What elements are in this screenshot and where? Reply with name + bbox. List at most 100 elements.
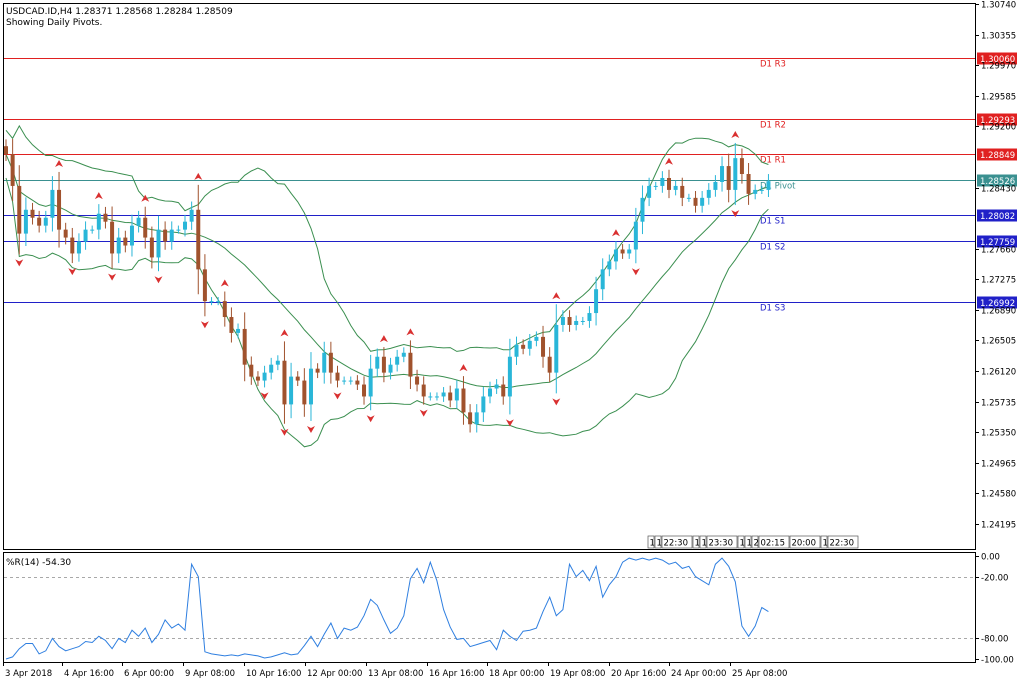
indicator-label: %R(14) -54.30 bbox=[6, 558, 71, 568]
pivot-price-tag-text: 1.27759 bbox=[980, 238, 1015, 248]
candle-body bbox=[620, 249, 625, 254]
candle bbox=[434, 392, 439, 401]
main-plot-frame bbox=[3, 3, 976, 550]
candle bbox=[408, 340, 413, 389]
pivot-name-label: D1 S1 bbox=[760, 217, 785, 227]
time-tick-label: 6 Apr 00:00 bbox=[124, 669, 174, 679]
session-marker-text: 22:30 bbox=[664, 539, 689, 549]
up-fractal-arrow bbox=[611, 229, 620, 237]
candle bbox=[686, 193, 691, 202]
candle-body bbox=[481, 396, 486, 413]
up-fractal-arrow bbox=[552, 292, 561, 300]
candle-body bbox=[547, 356, 552, 373]
fractal-arrows bbox=[15, 130, 740, 436]
candle-body bbox=[196, 209, 201, 270]
candle bbox=[388, 357, 393, 380]
pivot-name-label: D1 Pivot bbox=[760, 182, 796, 192]
up-fractal-arrow bbox=[55, 159, 64, 167]
candle bbox=[395, 349, 400, 372]
time-tick-label: 20 Apr 16:00 bbox=[611, 669, 666, 679]
candle bbox=[541, 325, 546, 368]
candle-body bbox=[534, 336, 539, 341]
candle-body bbox=[693, 197, 698, 206]
candle-body bbox=[640, 197, 645, 222]
candle bbox=[96, 204, 101, 240]
session-marker-text: 1 bbox=[740, 539, 745, 549]
candle bbox=[176, 225, 181, 234]
pivot-price-tag bbox=[977, 52, 1017, 65]
session-marker-text: 2 bbox=[754, 539, 759, 549]
pivot-price-tag-text: 1.28082 bbox=[980, 212, 1015, 222]
candle bbox=[76, 233, 81, 262]
candle-body bbox=[700, 197, 705, 206]
candle-body bbox=[600, 269, 605, 290]
candle-body bbox=[501, 384, 506, 397]
candle-body bbox=[96, 213, 101, 230]
candle bbox=[560, 310, 565, 332]
price-tick-label: 1.30355 bbox=[981, 32, 1016, 42]
session-marker-text: 1 bbox=[650, 539, 655, 549]
candle-body bbox=[580, 320, 585, 322]
candle bbox=[269, 357, 274, 380]
candle-body bbox=[401, 352, 406, 357]
candle bbox=[640, 185, 645, 235]
candle-body bbox=[129, 225, 134, 246]
candle-body bbox=[487, 388, 492, 397]
session-marker-box bbox=[692, 535, 700, 549]
time-tick-label: 16 Apr 16:00 bbox=[429, 669, 484, 679]
up-fractal-arrow bbox=[459, 364, 468, 372]
candle-body bbox=[527, 340, 532, 349]
candle-body bbox=[567, 317, 572, 325]
candle-body bbox=[328, 352, 333, 373]
candle bbox=[103, 206, 108, 229]
pivot-price-tag bbox=[977, 174, 1017, 187]
candle bbox=[567, 310, 572, 332]
down-fractal-arrow bbox=[419, 409, 428, 417]
candle-body bbox=[37, 217, 42, 226]
candle-body bbox=[362, 384, 367, 397]
candle bbox=[368, 354, 373, 411]
candle-body bbox=[176, 229, 181, 231]
candle-body bbox=[574, 320, 579, 325]
candle-body bbox=[63, 229, 68, 238]
candle-body bbox=[308, 368, 313, 405]
candle bbox=[547, 347, 552, 383]
pivot-price-tag bbox=[977, 296, 1017, 309]
down-fractal-arrow bbox=[306, 425, 315, 433]
candle bbox=[169, 221, 174, 250]
candle-body bbox=[183, 221, 188, 230]
pivot-price-tag-text: 1.29293 bbox=[980, 116, 1015, 126]
price-axis[interactable]: 1.30740 1.30355 1.29970 1.29585 1.29200 1.284… bbox=[975, 1, 1016, 531]
session-marker-box bbox=[647, 535, 655, 549]
candle bbox=[580, 316, 585, 326]
candle-body bbox=[10, 154, 15, 186]
candle bbox=[156, 215, 161, 272]
candle-body bbox=[189, 209, 194, 222]
candle bbox=[594, 276, 599, 326]
candle-body bbox=[262, 372, 267, 381]
up-fractal-arrow bbox=[731, 130, 740, 138]
candle bbox=[255, 371, 260, 387]
candle-body bbox=[415, 376, 420, 385]
time-tick-label: 4 Apr 16:00 bbox=[64, 669, 114, 679]
down-fractal-arrow bbox=[108, 273, 117, 281]
down-fractal-arrow bbox=[15, 259, 24, 267]
candle-body bbox=[766, 181, 771, 190]
candle bbox=[30, 202, 35, 225]
session-marker-text: 1 bbox=[695, 539, 700, 549]
time-axis[interactable]: 3 Apr 2018 4 Apr 16:00 6 Apr 00:00 9 Apr 08… bbox=[3, 662, 788, 679]
time-tick-label: 3 Apr 2018 bbox=[5, 669, 52, 679]
candle-body bbox=[209, 301, 214, 303]
candle-body bbox=[647, 185, 652, 198]
price-tick-label: 1.29970 bbox=[981, 62, 1016, 72]
williams-r-line bbox=[5, 557, 769, 660]
candle bbox=[342, 376, 347, 385]
indicator-tick-label: 0.00 bbox=[981, 553, 1000, 563]
price-tick-label: 1.29585 bbox=[981, 93, 1016, 103]
candle bbox=[700, 191, 705, 213]
candle bbox=[454, 380, 459, 409]
candle-body bbox=[169, 229, 174, 242]
candle-body bbox=[607, 261, 612, 270]
candle-body bbox=[673, 185, 678, 190]
